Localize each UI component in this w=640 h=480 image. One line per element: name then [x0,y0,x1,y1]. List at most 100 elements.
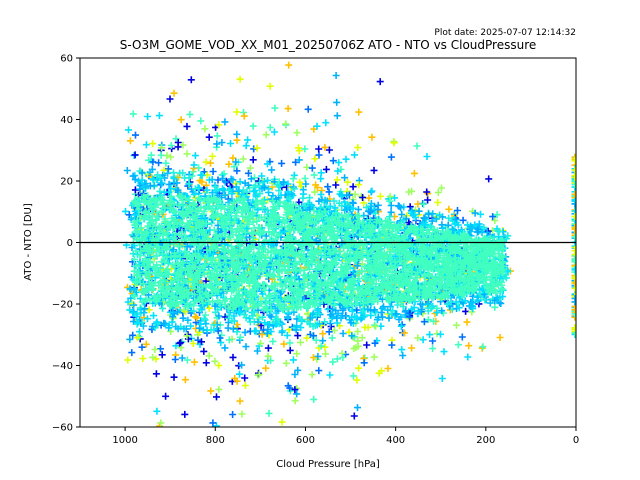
data-point [229,154,237,162]
data-point [349,199,357,207]
data-point [200,347,208,355]
data-point [440,348,448,356]
data-point [292,237,300,245]
data-point [333,355,341,363]
data-point [358,334,366,342]
data-point [194,245,202,253]
data-point [330,282,338,290]
data-point [355,108,363,116]
data-point [182,223,190,231]
data-point [278,159,286,167]
data-point [219,185,226,193]
data-point [303,334,311,342]
data-point [354,270,361,278]
data-point [290,171,298,179]
data-point [190,227,198,235]
data-point [219,224,227,232]
data-point [221,118,229,126]
data-point [286,384,294,392]
data-point [355,275,363,283]
data-point [479,343,487,351]
data-point [333,176,341,184]
data-point [339,354,347,361]
data-point [202,283,210,291]
data-point [139,280,147,288]
data-point [268,166,276,174]
data-point [215,361,223,369]
data-point [250,304,258,312]
data-point [350,412,358,420]
data-point [370,166,378,174]
data-point [473,228,481,236]
data-point [246,246,254,254]
data-point [128,300,136,308]
data-point [295,156,303,164]
data-point [231,374,239,382]
data-point [289,175,297,183]
data-point [160,319,168,327]
data-point [438,307,446,315]
data-point [172,135,180,143]
data-point [460,243,468,251]
data-point [468,299,476,307]
data-point [264,352,272,360]
data-point [130,318,137,325]
data-point [140,309,148,317]
data-point [312,336,320,344]
data-point [306,320,314,328]
data-point [278,329,286,336]
data-point [126,335,134,343]
data-point [426,331,434,339]
data-point [167,185,175,192]
data-point [356,231,364,239]
data-point [387,153,395,161]
data-point [144,113,152,120]
data-point [248,264,256,272]
data-point [457,275,465,283]
data-point [278,418,286,426]
data-point [238,410,246,418]
data-point [164,169,172,177]
data-point [371,321,379,329]
data-point [475,220,483,228]
data-point [466,264,474,272]
data-point [185,174,193,182]
data-point [299,194,307,202]
data-point [208,176,216,184]
data-point [279,286,286,293]
data-point [209,419,217,427]
data-point [282,120,290,128]
data-point [241,374,249,382]
data-point [167,142,175,149]
data-point [498,286,506,294]
data-point [202,158,210,166]
data-point [225,304,233,312]
data-point [152,355,160,363]
data-point [229,411,237,418]
data-point [375,369,383,377]
data-point [236,240,243,248]
data-point [291,397,299,405]
data-point [200,210,208,218]
data-point [330,300,338,308]
data-point [284,210,292,218]
data-point [429,345,437,352]
data-point [130,285,138,292]
data-point [242,230,250,238]
data-point [378,304,386,312]
data-point [251,327,259,335]
data-point [351,151,358,159]
data-point [262,216,269,224]
data-point [162,392,170,400]
data-point [454,341,462,349]
data-point [176,169,184,177]
data-point [374,206,382,214]
data-point [413,142,421,150]
data-point [203,246,211,254]
data-point [422,235,430,243]
data-point [179,141,187,149]
data-point [321,287,328,294]
data-point [156,174,164,181]
data-point [215,385,223,393]
data-point [166,95,174,103]
